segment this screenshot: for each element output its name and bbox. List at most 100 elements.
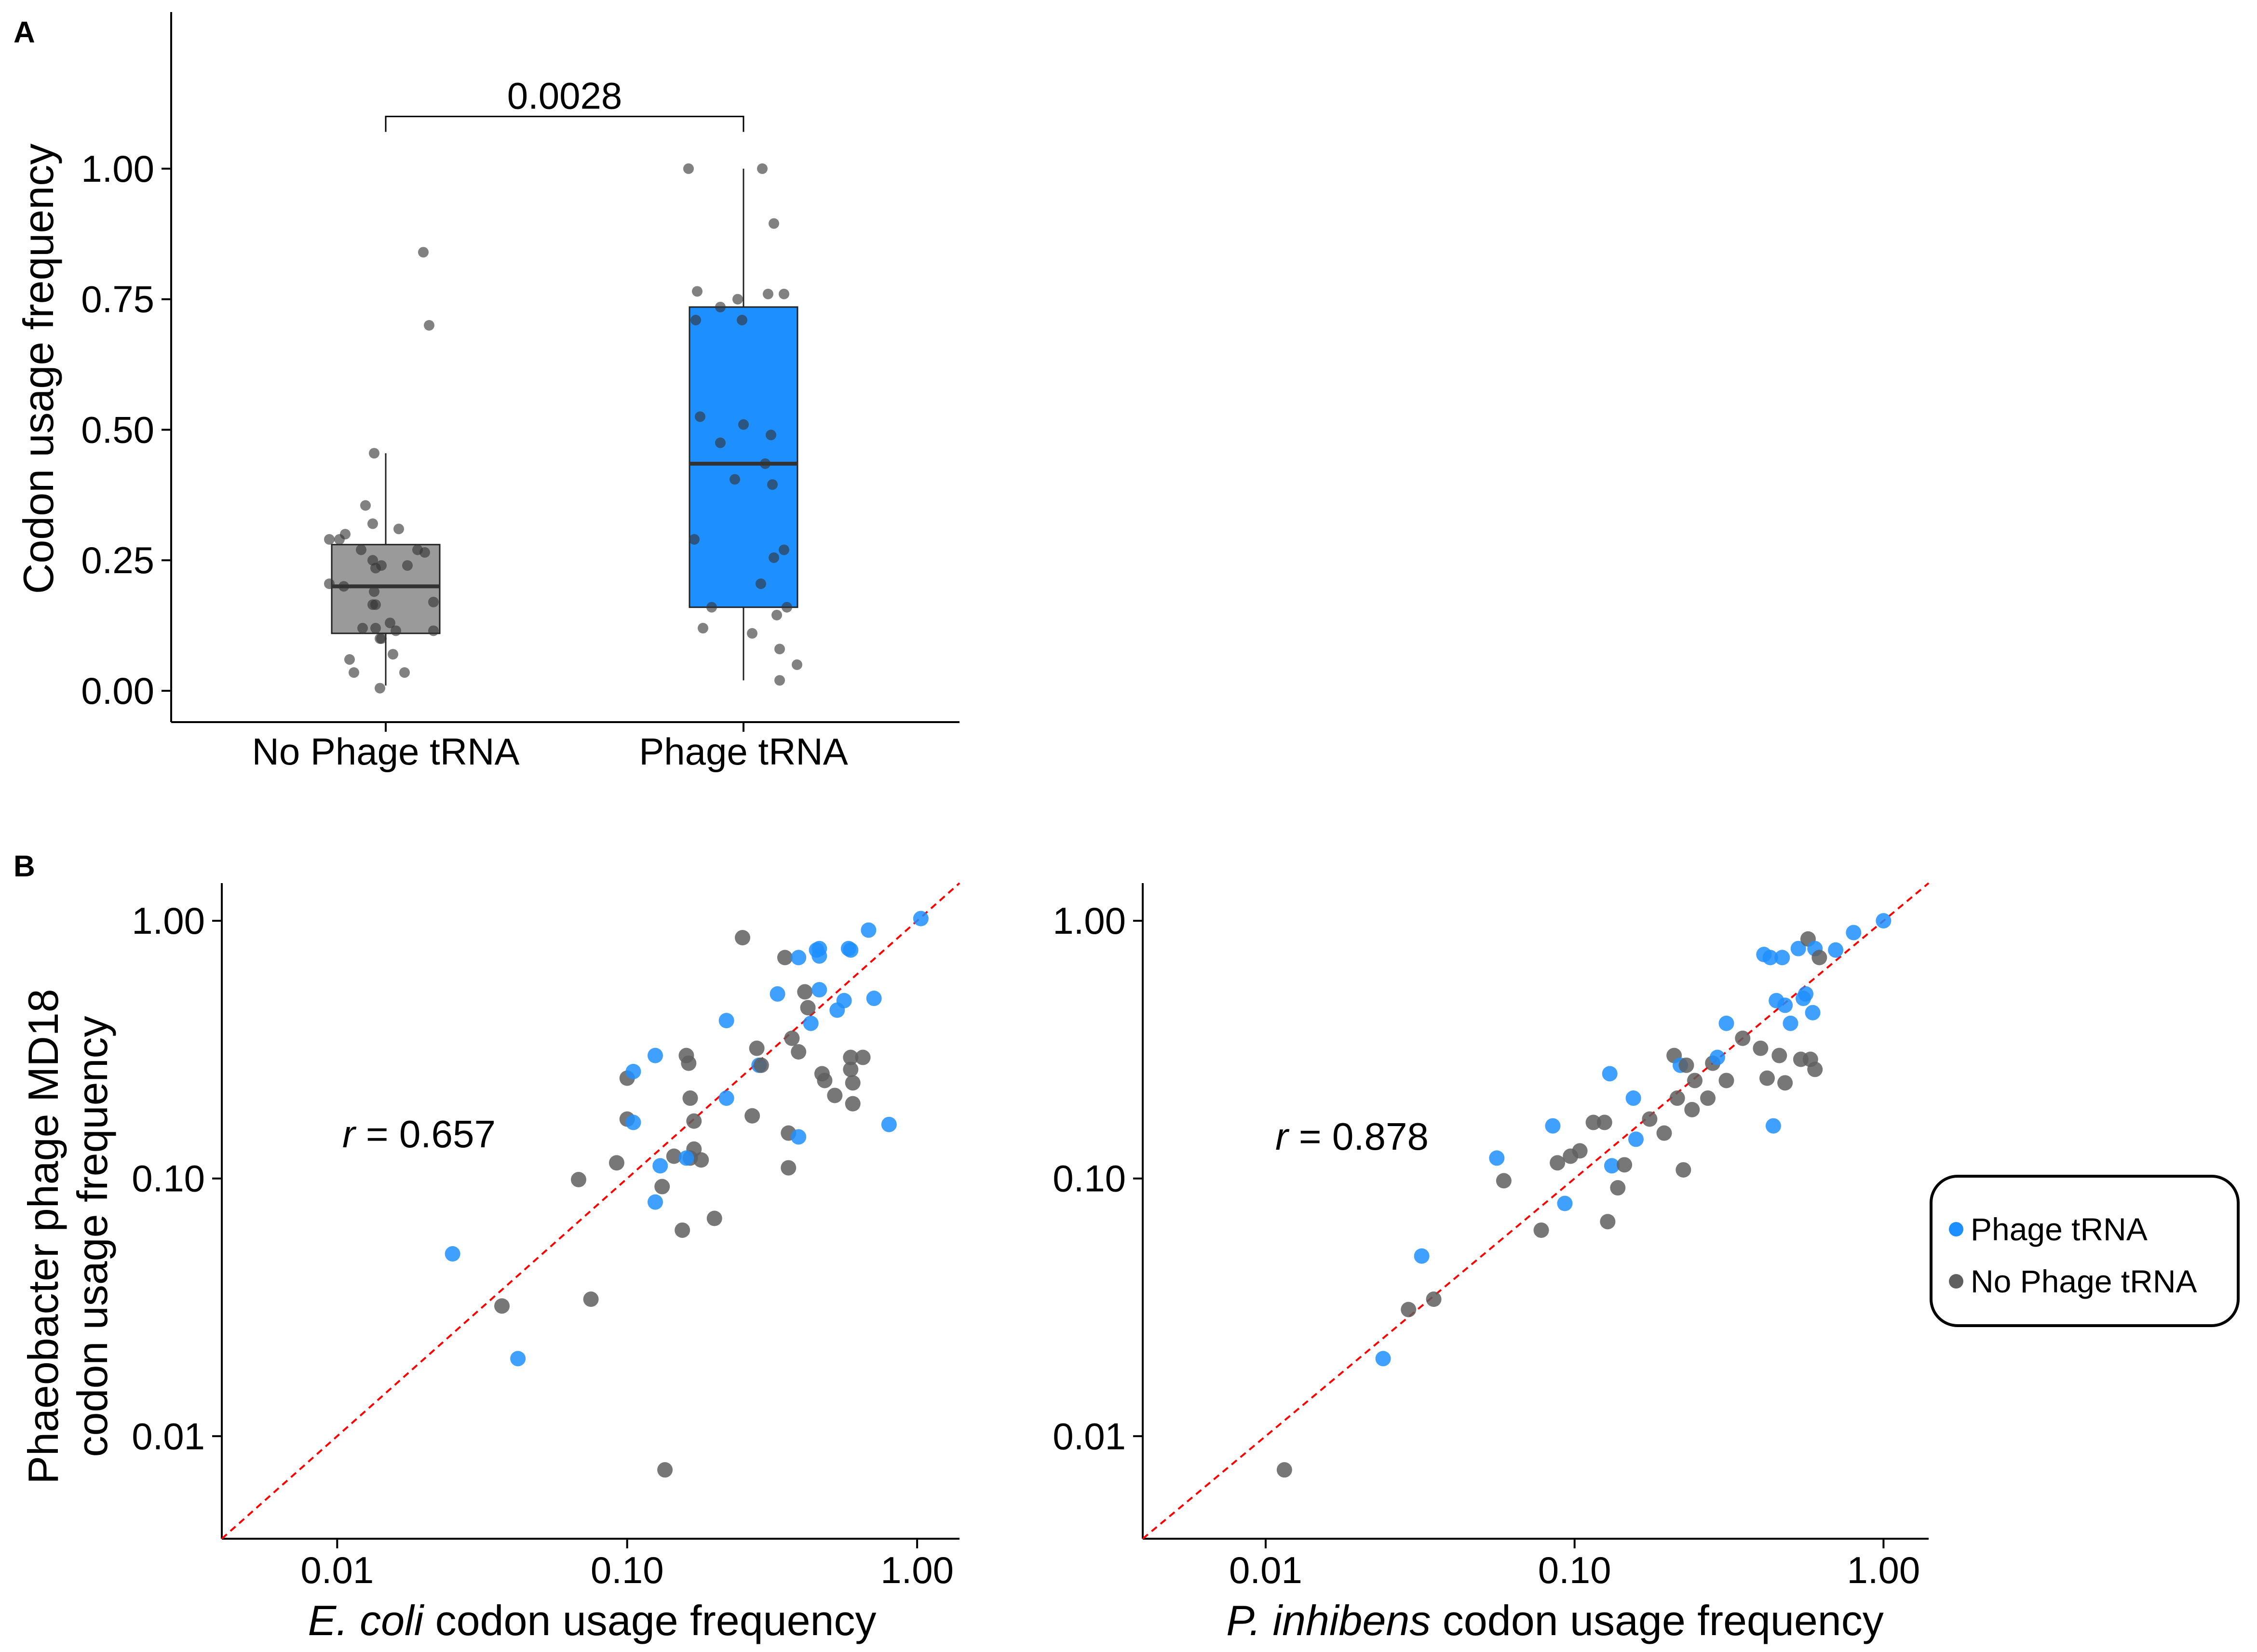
panel-b1-point — [777, 950, 793, 966]
panel-a-point — [419, 547, 430, 558]
panel-b2-point — [1545, 1118, 1561, 1134]
panel-a-point — [732, 294, 743, 305]
panel-b1-point — [811, 948, 827, 964]
panel-b1-point — [855, 1049, 871, 1065]
panel-b2-x-axis-title-rest: codon usage frequency — [1431, 1597, 1883, 1644]
panel-a-point — [424, 320, 434, 331]
panel-b1-point — [570, 1172, 586, 1188]
panel-a-point — [357, 623, 368, 634]
panel-b1-point — [817, 1073, 833, 1088]
panel-b1-point — [791, 1044, 807, 1060]
panel-b2-point — [1771, 1048, 1787, 1063]
panel-b2-point — [1557, 1195, 1573, 1211]
panel-a-point — [418, 247, 429, 258]
panel-b2-point — [1684, 1101, 1700, 1117]
panel-a-point — [769, 218, 779, 229]
panel-b2-correlation-symbol: r — [1275, 1115, 1290, 1158]
panel-a-y-tick-label: 1.00 — [81, 148, 154, 190]
panel-a-point — [324, 534, 335, 545]
panel-b2-x-axis-title: P. inhibens codon usage frequency — [1226, 1597, 1883, 1644]
panel-b2-correlation-eq: = — [1288, 1115, 1332, 1158]
panel-b2-x-tick-label: 0.01 — [1229, 1549, 1302, 1591]
panel-b1-point — [843, 1061, 859, 1077]
panel-a-point — [340, 529, 351, 540]
panel-a-point — [402, 560, 413, 571]
panel-b2-point — [1735, 1030, 1751, 1046]
panel-a-y-tick-label: 0.50 — [81, 408, 154, 451]
panel-b1-point — [861, 922, 877, 938]
panel-a-point — [356, 544, 366, 555]
panel-a-point — [388, 649, 398, 660]
panel-b1-point — [625, 1063, 641, 1079]
panel-a-point — [757, 163, 768, 174]
legend-label: No Phage tRNA — [1971, 1263, 2197, 1299]
panel-b1-correlation-value: 0.657 — [399, 1113, 496, 1155]
panel-b1-point — [666, 1148, 682, 1164]
panel-b1-point — [625, 1115, 641, 1130]
panel-b2-y-tick-label: 0.01 — [1053, 1415, 1126, 1457]
panel-b2-point — [1777, 997, 1793, 1013]
panel-b1-x-tick-label: 1.00 — [880, 1549, 954, 1591]
legend: Phage tRNA No Phage tRNA — [1930, 1175, 2240, 1327]
panel-a-point — [706, 602, 717, 613]
panel-a-point — [367, 518, 378, 529]
panel-b2-point — [1762, 950, 1778, 966]
panel-b2-x-tick-label: 1.00 — [1847, 1549, 1920, 1591]
panel-b1-correlation-eq: = — [355, 1113, 399, 1155]
panel-a-point — [715, 437, 726, 448]
legend-box — [1930, 1175, 2240, 1327]
panel-b1-point — [803, 1015, 819, 1031]
panel-a-point — [774, 675, 785, 686]
panel-b2-correlation-label: r = 0.878 — [1275, 1115, 1429, 1158]
panel-b1-point — [866, 991, 882, 1007]
panel-b1-point — [648, 1048, 663, 1063]
panel-a-point — [369, 448, 379, 459]
panel-b2-point — [1602, 1066, 1618, 1082]
panel-b2-point — [1628, 1131, 1644, 1147]
panel-a-point — [399, 667, 410, 678]
panel-a-point — [715, 301, 726, 312]
panel-b2-point — [1426, 1291, 1442, 1307]
panel-b1-point — [845, 1096, 861, 1112]
panel-b1-point — [657, 1462, 673, 1478]
panel-b1-point — [781, 1160, 797, 1176]
panel-b2-point — [1585, 1115, 1601, 1130]
panel-a-point — [738, 419, 749, 430]
panel-a-box — [689, 306, 798, 608]
panel-a-point — [375, 683, 385, 694]
panel-a-point — [360, 500, 371, 511]
panel-b2-point — [1276, 1462, 1292, 1478]
panel-b2-point — [1600, 1214, 1616, 1230]
panel-b1-point — [510, 1351, 526, 1367]
panel-b2-point — [1610, 1180, 1626, 1196]
panel-a-point — [385, 618, 395, 629]
panel-b1-point — [652, 1158, 668, 1174]
panel-b1-point — [583, 1291, 599, 1307]
panel-b2-point — [1798, 986, 1814, 1002]
panel-b2-point — [1572, 1143, 1588, 1159]
panel-b2-point — [1807, 1061, 1823, 1077]
panel-a-point — [760, 458, 770, 469]
panel-b1-point — [749, 1040, 765, 1056]
panel-b2-point — [1550, 1155, 1566, 1171]
panel-a-point — [779, 544, 789, 555]
panel-a-x-tick-label: No Phage tRNA — [252, 730, 520, 773]
panel-b1-point — [811, 982, 827, 998]
panel-b2-point — [1678, 1057, 1694, 1073]
panel-b2-point — [1656, 1125, 1672, 1141]
panel-b2-point — [1718, 1073, 1734, 1088]
panel-b2-point — [1876, 913, 1892, 929]
panel-b1-point — [791, 950, 807, 966]
panel-b2-point — [1596, 1115, 1612, 1130]
panel-b2-x-tick-label: 0.10 — [1538, 1549, 1611, 1591]
panel-b1-x-axis-title-rest: codon usage frequency — [423, 1597, 876, 1644]
panel-a-point — [370, 599, 381, 610]
panel-b2-point — [1753, 1040, 1769, 1056]
panel-b2-point — [1759, 1070, 1775, 1086]
panel-b2-point — [1700, 1090, 1716, 1106]
panel-b2-point — [1414, 1248, 1430, 1264]
panel-b2-point — [1489, 1150, 1505, 1166]
panel-b2-point — [1828, 942, 1844, 958]
panel-b2-point — [1401, 1302, 1417, 1317]
